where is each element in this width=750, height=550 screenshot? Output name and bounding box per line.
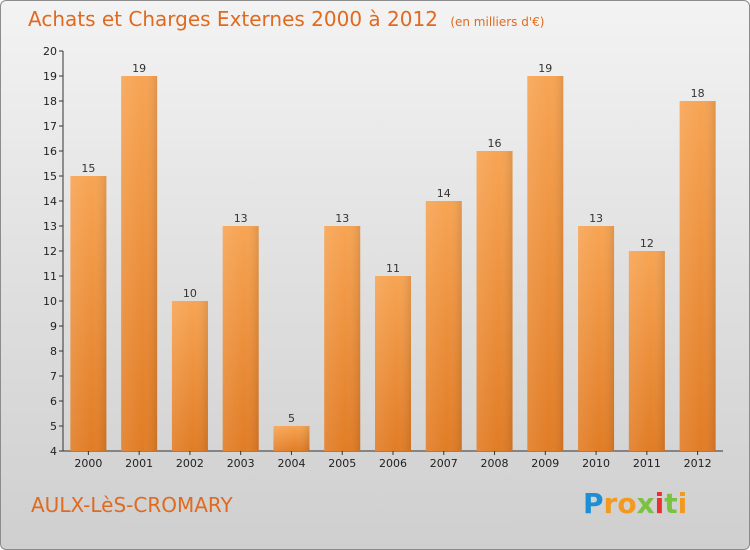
x-tick-label: 2004 — [277, 457, 305, 470]
y-tick-label: 18 — [43, 95, 57, 108]
y-tick-label: 4 — [50, 445, 57, 458]
chart-unit: (en milliers d'€) — [450, 15, 545, 29]
data-label: 11 — [386, 262, 400, 275]
chart-title-text: Achats et Charges Externes 2000 à 2012 — [28, 7, 438, 31]
y-tick-label: 17 — [43, 120, 57, 133]
y-tick-label: 15 — [43, 170, 57, 183]
bar-shade — [578, 226, 615, 451]
bar-shade — [171, 301, 208, 451]
bar-shade — [375, 276, 411, 451]
data-label: 13 — [335, 212, 349, 225]
bar-shade — [70, 176, 107, 451]
logo-letter: P — [583, 487, 604, 520]
y-tick-label: 7 — [50, 370, 57, 383]
y-tick-label: 13 — [43, 220, 57, 233]
logo-letter: i — [677, 487, 688, 520]
bar-shade — [324, 226, 361, 451]
town-name: AULX-LèS-CROMARY — [31, 493, 233, 517]
x-tick-label: 2005 — [328, 457, 356, 470]
logo-letter: t — [664, 487, 678, 520]
y-tick-label: 9 — [50, 320, 57, 333]
logo-letter: o — [617, 487, 637, 520]
x-tick-label: 2012 — [684, 457, 712, 470]
y-tick-label: 10 — [43, 295, 57, 308]
x-tick-label: 2007 — [430, 457, 458, 470]
x-tick-label: 2009 — [531, 457, 559, 470]
data-label: 10 — [183, 287, 197, 300]
data-label: 19 — [132, 62, 146, 75]
proxiti-logo: Proxiti — [583, 487, 687, 520]
bar-shade — [628, 251, 665, 451]
x-tick-label: 2010 — [582, 457, 610, 470]
data-label: 13 — [234, 212, 248, 225]
x-tick-label: 2008 — [481, 457, 509, 470]
bar-shade — [222, 226, 259, 451]
bar-shade — [273, 426, 310, 451]
y-tick-label: 8 — [50, 345, 57, 358]
y-tick-label: 5 — [50, 420, 57, 433]
y-tick-label: 6 — [50, 395, 57, 408]
y-tick-label: 14 — [43, 195, 57, 208]
y-tick-label: 16 — [43, 145, 57, 158]
y-tick-label: 12 — [43, 245, 57, 258]
y-tick-label: 11 — [43, 270, 57, 283]
x-tick-label: 2006 — [379, 457, 407, 470]
bar-shade — [121, 76, 158, 451]
data-label: 15 — [81, 162, 95, 175]
x-tick-label: 2001 — [125, 457, 153, 470]
chart-title: Achats et Charges Externes 2000 à 2012 (… — [28, 7, 544, 31]
data-label: 14 — [437, 187, 451, 200]
bar-shade — [425, 201, 462, 451]
bar-shade — [476, 151, 513, 451]
y-tick-label: 20 — [43, 45, 57, 58]
data-label: 18 — [691, 87, 705, 100]
logo-letter: i — [654, 487, 665, 520]
bar-shade — [679, 101, 716, 451]
x-tick-label: 2000 — [74, 457, 102, 470]
x-tick-label: 2003 — [227, 457, 255, 470]
x-tick-label: 2011 — [633, 457, 661, 470]
logo-letter: x — [636, 487, 655, 520]
data-label: 19 — [538, 62, 552, 75]
logo-letter: r — [603, 487, 618, 520]
data-label: 12 — [640, 237, 654, 250]
bar-shade — [527, 76, 564, 451]
x-tick-label: 2002 — [176, 457, 204, 470]
data-label: 13 — [589, 212, 603, 225]
data-label: 16 — [488, 137, 502, 150]
y-tick-label: 19 — [43, 70, 57, 83]
data-label: 5 — [288, 412, 295, 425]
